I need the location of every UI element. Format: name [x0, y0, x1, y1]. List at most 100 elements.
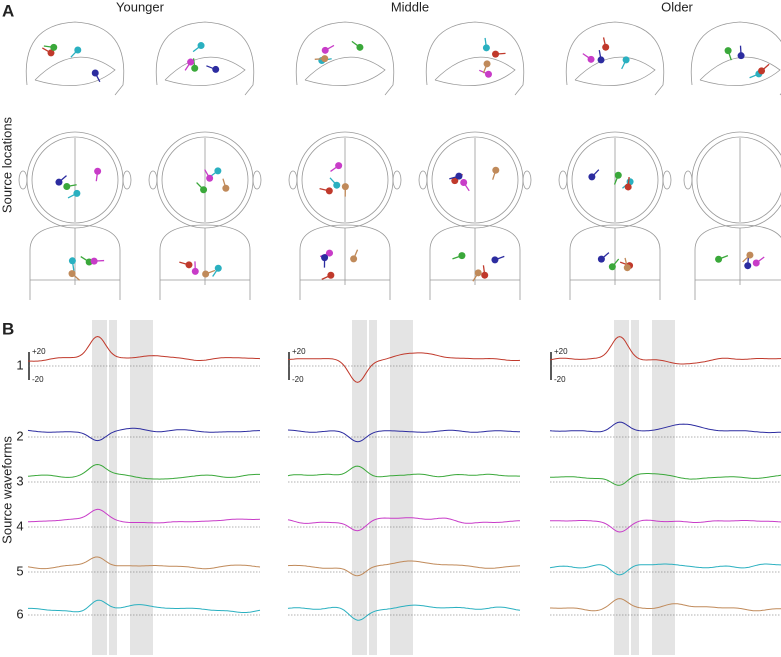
waveform — [287, 604, 521, 621]
ear — [662, 170, 672, 190]
waveform — [27, 335, 261, 362]
source-dot — [94, 167, 102, 175]
analysis-window — [352, 320, 367, 655]
waveform — [549, 421, 781, 434]
source-dot — [206, 174, 214, 182]
analysis-window — [390, 320, 413, 655]
ear — [392, 170, 402, 190]
source-dot — [197, 42, 205, 50]
source-dot — [326, 249, 334, 257]
scale-bottom: -20 — [554, 375, 566, 384]
ear — [252, 170, 262, 190]
ear — [122, 170, 132, 190]
panel-label: B — [2, 319, 14, 338]
source-number: 2 — [16, 428, 23, 443]
scale-top: +20 — [554, 347, 568, 356]
scale-bottom: -20 — [32, 375, 44, 384]
waveform — [549, 473, 781, 486]
head-side — [295, 21, 395, 96]
waveform — [287, 560, 521, 577]
source-dot — [191, 267, 199, 275]
source-dot — [356, 43, 364, 51]
source-dot — [200, 186, 208, 194]
source-dot — [455, 172, 463, 180]
head-side — [690, 21, 781, 96]
waveform — [27, 556, 261, 570]
source-dot — [185, 261, 193, 269]
source-dot — [758, 67, 766, 75]
scale-bottom: -20 — [292, 375, 304, 384]
source-dot — [724, 47, 732, 55]
analysis-window — [109, 320, 117, 655]
head-front — [429, 224, 521, 300]
source-dot — [55, 178, 63, 186]
source-number: 5 — [16, 563, 23, 578]
analysis-window — [369, 320, 377, 655]
source-dot — [63, 183, 71, 191]
source-dot — [202, 270, 210, 278]
head-top — [691, 131, 781, 229]
source-dot — [744, 262, 752, 270]
scale-top: +20 — [292, 347, 306, 356]
source-dot — [222, 184, 230, 192]
head-top-inner — [161, 136, 249, 224]
source-dot — [492, 166, 500, 174]
waveform — [287, 429, 520, 443]
source-dot — [482, 44, 490, 52]
source-dot — [212, 65, 220, 73]
ear — [683, 170, 693, 190]
head-side — [155, 21, 255, 96]
waveform — [287, 352, 521, 383]
head-top-inner — [696, 136, 781, 224]
source-dot — [588, 173, 596, 181]
head-side — [425, 21, 525, 96]
scale-top: +20 — [32, 347, 46, 356]
source-dot — [73, 189, 81, 197]
source-dot — [451, 177, 459, 185]
head-top-inner — [31, 136, 119, 224]
source-dot — [321, 46, 329, 54]
ear — [418, 170, 428, 190]
source-dot — [614, 171, 622, 179]
waveform — [549, 336, 781, 365]
source-dot — [341, 183, 349, 191]
source-dot — [483, 60, 491, 68]
source-dot — [187, 58, 195, 66]
source-dot — [602, 43, 610, 51]
waveform — [549, 563, 781, 576]
source-dot — [460, 178, 468, 186]
analysis-window — [652, 320, 675, 655]
waveform — [550, 519, 781, 533]
source-dot — [350, 255, 358, 263]
head-top-inner — [431, 136, 519, 224]
head-front — [299, 224, 391, 300]
ear — [288, 170, 298, 190]
column-title: Older — [661, 0, 693, 14]
source-dot — [746, 251, 754, 259]
row-label: Source waveforms — [0, 436, 14, 544]
source-number: 4 — [16, 518, 23, 533]
ear — [558, 170, 568, 190]
source-dot — [47, 49, 55, 57]
source-dot — [752, 259, 760, 267]
head-top-inner — [301, 136, 389, 224]
ear — [18, 170, 28, 190]
waveform — [28, 508, 261, 524]
source-dot — [623, 264, 631, 272]
source-dot — [737, 52, 745, 60]
source-dot — [474, 269, 482, 277]
head-top-inner — [571, 136, 659, 224]
source-dot — [624, 183, 632, 191]
waveform — [27, 463, 260, 480]
analysis-window — [631, 320, 639, 655]
ear — [148, 170, 158, 190]
head-side — [25, 21, 125, 96]
source-dot — [492, 50, 500, 58]
source-dot — [50, 43, 58, 51]
source-dot — [491, 256, 499, 264]
source-dot — [68, 257, 76, 265]
head-front — [569, 224, 661, 300]
head-side — [565, 21, 665, 96]
source-dot — [90, 257, 98, 265]
